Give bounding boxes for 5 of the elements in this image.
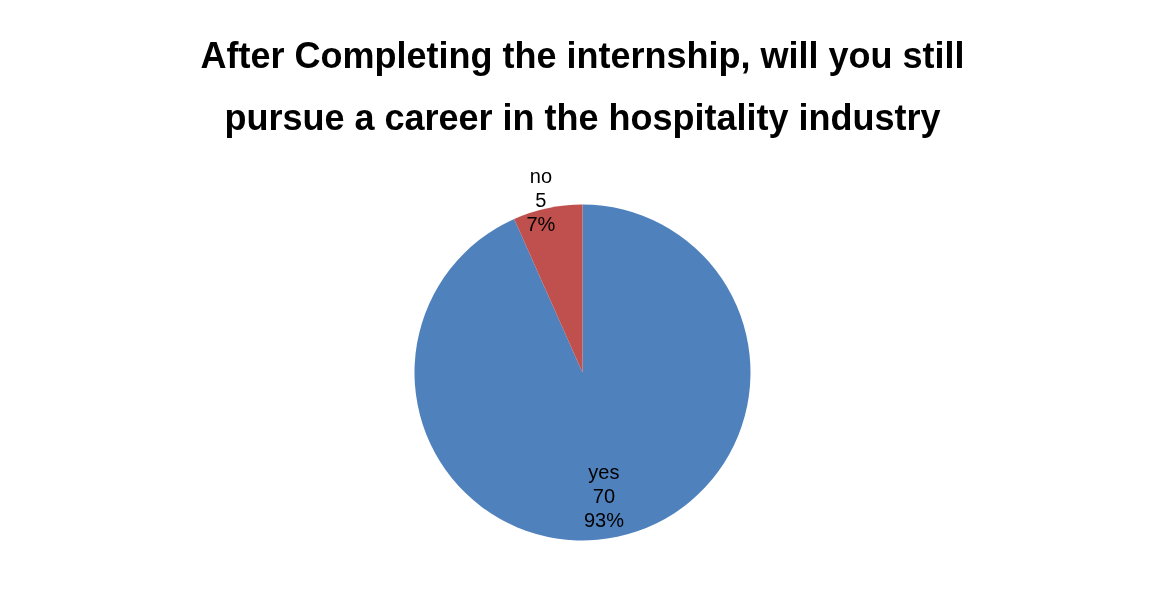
slice-label: yes [588, 461, 620, 484]
data-label: 5 7% [526, 188, 556, 235]
slice-label: no [529, 164, 553, 187]
data-label: 70 93% [583, 485, 625, 532]
chart-title: After Completing the internship, will you still pursue a career in the hospitality industry [200, 35, 965, 138]
